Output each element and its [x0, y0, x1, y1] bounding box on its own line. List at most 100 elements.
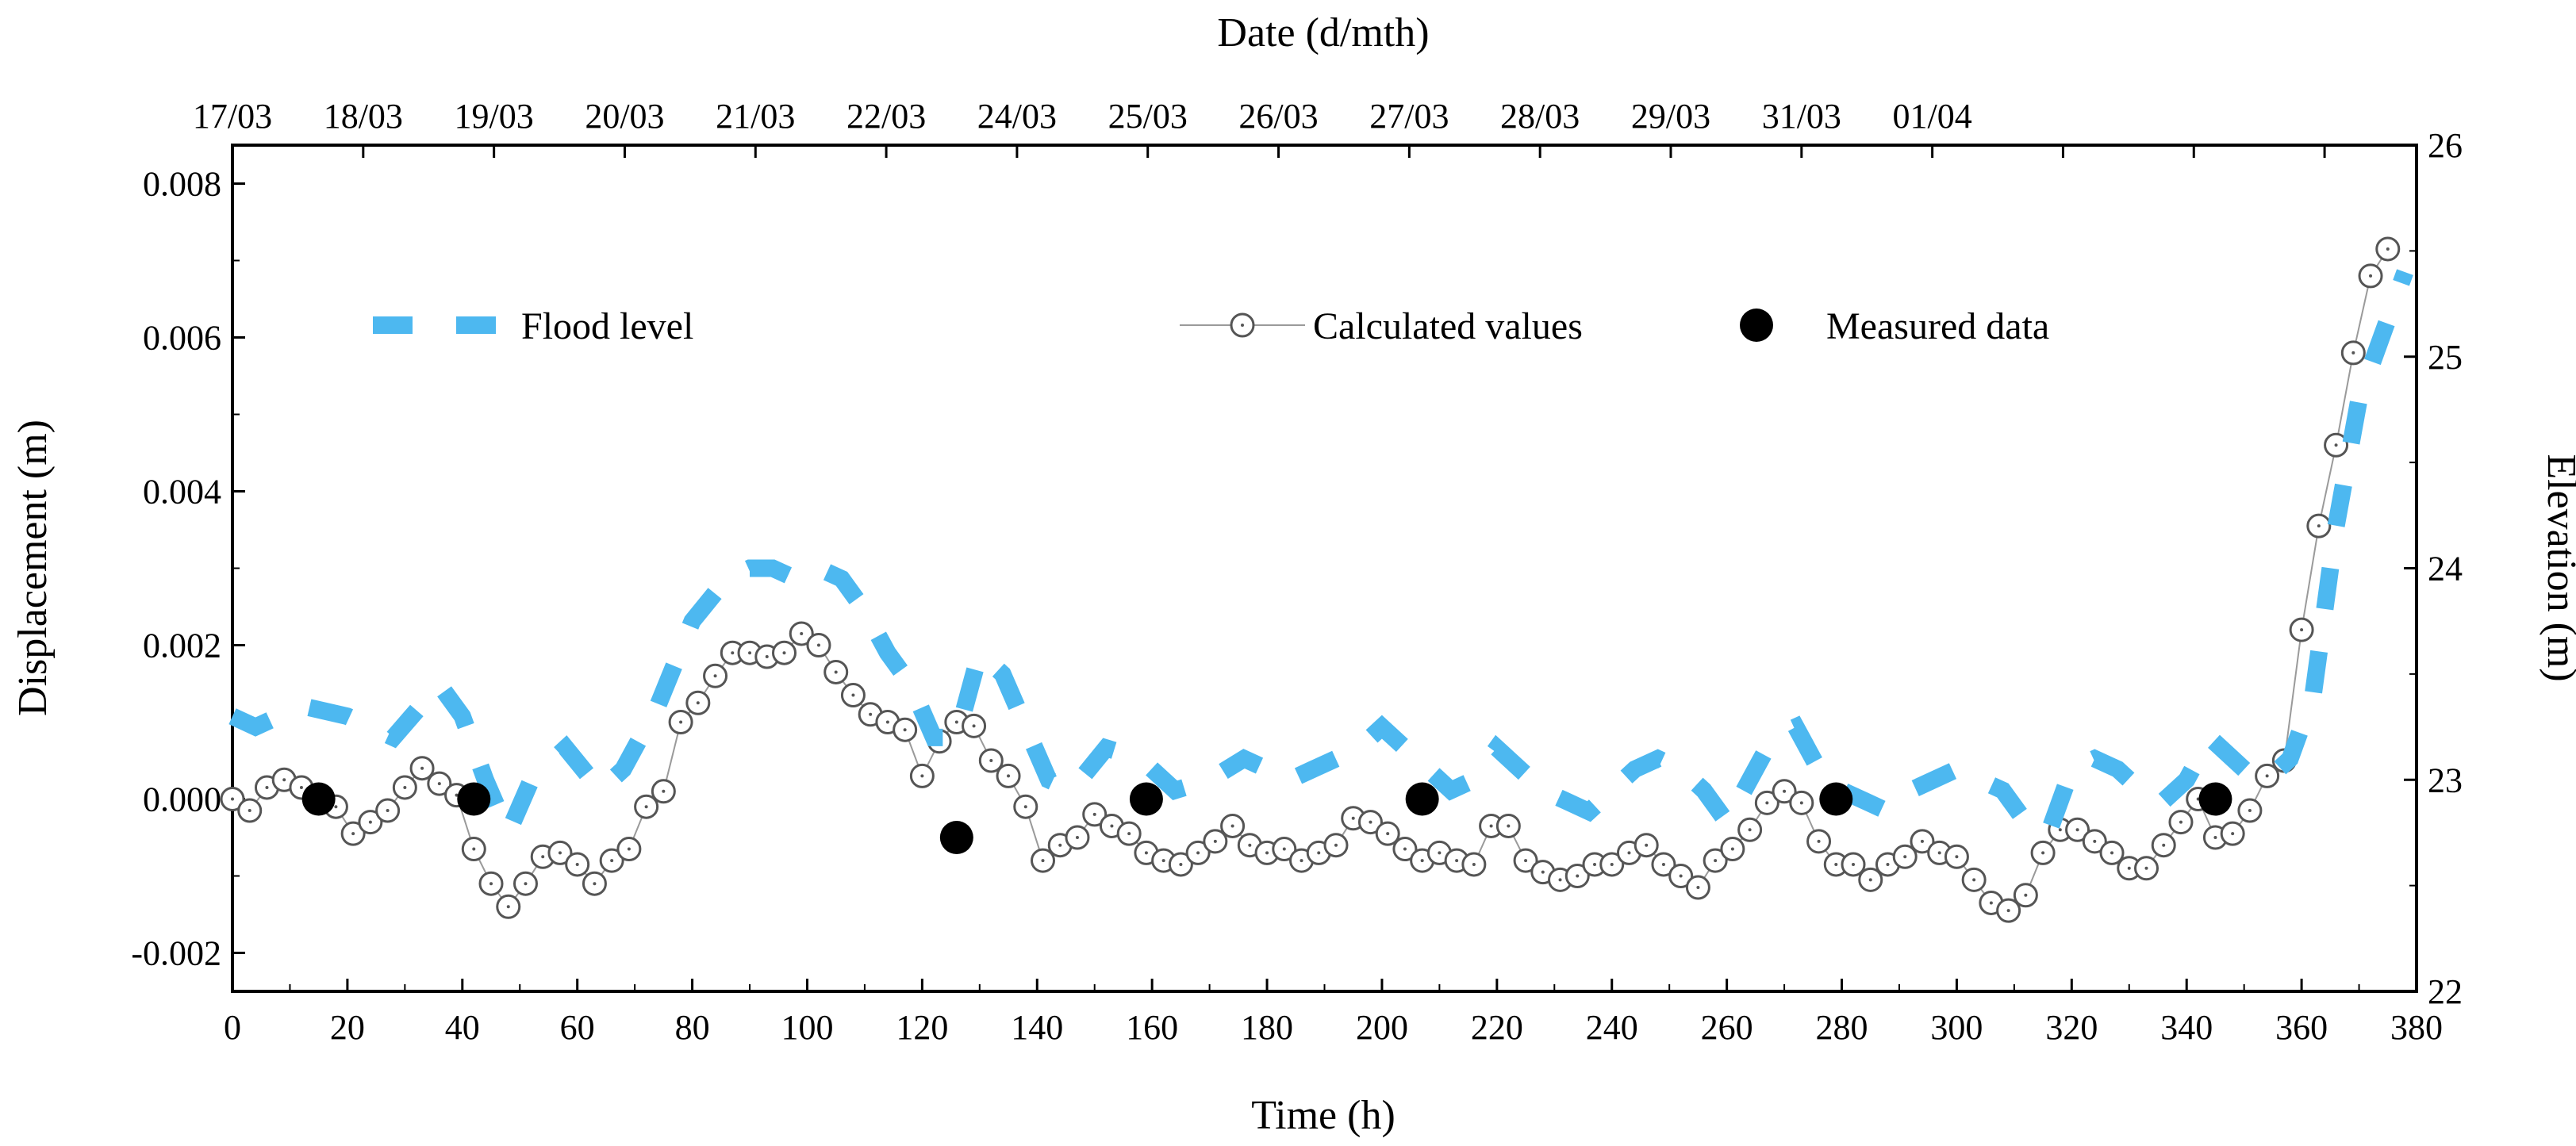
calc-point-center — [2144, 866, 2148, 870]
calc-point-center — [2162, 843, 2166, 847]
series-measured-data — [301, 782, 2232, 854]
calc-point-center — [472, 847, 476, 851]
calc-point-center — [1455, 859, 1459, 863]
calc-point-center — [2317, 524, 2321, 528]
calc-point-center — [506, 905, 510, 909]
calc-point-center — [334, 805, 338, 809]
calc-point-center — [696, 701, 700, 705]
top-tick-label: 29/03 — [1631, 97, 1710, 136]
x-tick-label: 320 — [2045, 1008, 2098, 1047]
calc-point-center — [1852, 862, 1856, 866]
measured-point — [2198, 782, 2232, 816]
x-tick-label: 80 — [675, 1008, 710, 1047]
calc-point-center — [1110, 824, 1114, 828]
y2-tick-label: 23 — [2428, 761, 2463, 799]
x-tick-label: 0 — [224, 1008, 241, 1047]
calc-point-center — [541, 855, 545, 859]
calc-point-center — [1092, 812, 1096, 816]
y2-axis-ticks: 22 23 24 25 26 — [2404, 126, 2463, 1011]
calc-point-center — [851, 693, 855, 697]
calc-point-center — [2248, 809, 2252, 813]
calc-point-center — [1161, 859, 1165, 863]
calc-point-center — [1351, 816, 1355, 820]
calc-point-center — [265, 785, 269, 789]
x-tick-label: 180 — [1241, 1008, 1293, 1047]
legend-calc-label: Calculated values — [1313, 305, 1583, 347]
calc-point-center — [1696, 886, 1700, 890]
calc-point-center — [1300, 859, 1303, 863]
calc-point-center — [1799, 801, 1803, 805]
y2-tick-label: 26 — [2428, 126, 2463, 165]
calc-point-center — [1817, 839, 1821, 843]
top-tick-label: 24/03 — [977, 97, 1057, 136]
calc-point-center — [1403, 847, 1407, 851]
calc-point-center — [1144, 851, 1148, 855]
x-tick-label: 200 — [1356, 1008, 1408, 1047]
calc-point-center — [1507, 824, 1511, 828]
calc-point-center — [1989, 901, 1993, 905]
calc-point-center — [1834, 862, 1838, 866]
calc-point-center — [1765, 801, 1769, 805]
y-tick-label: 0.004 — [143, 473, 221, 512]
legend-calc-swatch-dot — [1241, 324, 1244, 327]
calc-point-center — [1007, 774, 1011, 778]
calc-point-center — [2351, 351, 2355, 355]
calc-point-center — [1627, 851, 1631, 855]
calc-point-center — [2334, 443, 2338, 447]
calc-point-center — [455, 793, 459, 797]
calc-point-center — [869, 712, 873, 716]
calc-point-center — [2006, 909, 2010, 913]
calc-point-center — [2110, 851, 2114, 855]
x-tick-label: 240 — [1586, 1008, 1638, 1047]
x-axis-ticks: 0 20 40 60 80 100 120 140 160 180 200 220 240 260 280 3… — [224, 979, 2443, 1047]
x-tick-label: 60 — [560, 1008, 595, 1047]
calc-point-center — [920, 774, 924, 778]
top-axis-ticks: 17/03 18/03 19/03 20/03 21/03 22/03 24/03 25/03… — [193, 97, 2326, 158]
x-tick-label: 260 — [1701, 1008, 1753, 1047]
calc-point-center — [1265, 851, 1269, 855]
legend-measured-label: Measured data — [1826, 305, 2049, 347]
calc-point-center — [1213, 839, 1217, 843]
calc-point-center — [1714, 859, 1718, 863]
calc-point-center — [1058, 843, 1062, 847]
flood-line — [228, 269, 2413, 855]
calc-point-center — [610, 859, 614, 863]
measured-point — [1819, 782, 1853, 816]
calc-point-center — [2265, 774, 2269, 778]
calc-point-center — [1730, 847, 1734, 851]
calc-point-center — [1868, 878, 1872, 882]
calc-point-center — [1576, 874, 1580, 878]
top-tick-label: 17/03 — [193, 97, 272, 136]
y-tick-label: 0.000 — [143, 780, 221, 819]
calc-point-center — [1903, 855, 1907, 859]
calc-point-center — [2300, 628, 2304, 632]
calc-point-center — [1783, 789, 1787, 793]
measured-point — [939, 821, 973, 854]
x-tick-label: 120 — [896, 1008, 948, 1047]
top-tick-label: 18/03 — [324, 97, 403, 136]
calc-point-center — [351, 832, 355, 836]
top-tick-label: 22/03 — [847, 97, 926, 136]
top-tick-label: 27/03 — [1369, 97, 1449, 136]
top-tick-label: 28/03 — [1500, 97, 1580, 136]
calc-point-center — [1196, 851, 1200, 855]
calc-point-center — [1041, 859, 1045, 863]
calc-point-center — [782, 651, 786, 655]
calc-point-center — [524, 882, 528, 886]
calc-point-center — [903, 728, 907, 732]
calc-point-center — [2041, 851, 2045, 855]
calc-point-center — [1489, 824, 1493, 828]
x-tick-label: 140 — [1011, 1008, 1063, 1047]
x-tick-label: 220 — [1471, 1008, 1523, 1047]
series-flood-level — [228, 269, 2413, 855]
calc-point-center — [1023, 805, 1027, 809]
top-tick-label: 21/03 — [716, 97, 795, 136]
y-axis-ticks: -0.002 0.000 0.002 0.004 0.006 0.008 — [131, 165, 245, 973]
calc-point-center — [1438, 851, 1442, 855]
calc-point-center — [593, 882, 597, 886]
calc-point-center — [299, 785, 303, 789]
measured-point — [457, 782, 491, 816]
calc-point-center — [834, 670, 838, 674]
legend-measured-swatch — [1740, 309, 1773, 342]
